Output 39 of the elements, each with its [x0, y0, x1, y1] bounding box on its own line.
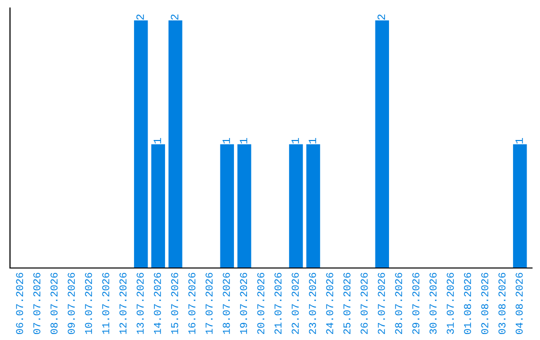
- x-tick-label: 09.07.2026: [68, 272, 75, 334]
- x-tick-label: 28.07.2026: [395, 272, 402, 334]
- x-tick-label: 19.07.2026: [240, 272, 248, 334]
- data-label: 1: [308, 138, 316, 144]
- data-label: 2: [378, 14, 385, 20]
- x-tick-label: 13.07.2026: [136, 272, 144, 334]
- x-tick-label: 10.07.2026: [84, 272, 92, 334]
- x-tick-label: 18.07.2026: [222, 272, 230, 334]
- x-tick-label: 24.07.2026: [326, 272, 334, 334]
- data-label: 1: [154, 138, 162, 144]
- data-label: 1: [292, 138, 299, 144]
- x-tick-label: 08.07.2026: [50, 272, 58, 334]
- x-tick-label: 31.07.2026: [446, 272, 454, 334]
- x-tick-label: 11.07.2026: [102, 272, 110, 334]
- x-tick-label: 16.07.2026: [188, 272, 196, 334]
- x-tick-label: 17.07.2026: [206, 272, 213, 334]
- x-tick-label: 15.07.2026: [171, 272, 178, 334]
- x-tick-label: 29.07.2026: [412, 272, 420, 334]
- x-tick-label: 03.08.2026: [498, 272, 506, 334]
- x-tick-label: 27.07.2026: [378, 272, 385, 334]
- x-tick-label: 01.08.2026: [464, 272, 472, 334]
- x-tick-label: 22.07.2026: [292, 272, 299, 334]
- x-tick-label: 04.08.2026: [516, 272, 523, 334]
- x-tick-label: 14.07.2026: [154, 272, 161, 334]
- data-label: 1: [240, 138, 248, 144]
- x-tick-label: 30.07.2026: [430, 272, 437, 334]
- x-tick-label: 06.07.2026: [16, 272, 24, 334]
- data-label: 2: [136, 14, 144, 20]
- x-tick-label: 07.07.2026: [33, 272, 40, 334]
- x-tick-label: 25.07.2026: [343, 272, 350, 334]
- x-tick-label: 23.07.2026: [308, 272, 316, 334]
- data-label: 1: [222, 138, 230, 144]
- data-label: 2: [170, 14, 178, 20]
- x-tick-label: 26.07.2026: [360, 272, 368, 334]
- data-label: 1: [515, 138, 523, 144]
- x-tick-label: 02.08.2026: [481, 272, 488, 334]
- x-tick-label: 21.07.2026: [274, 272, 282, 334]
- x-tick-label: 12.07.2026: [119, 272, 126, 334]
- x-tick-label: 20.07.2026: [257, 272, 264, 334]
